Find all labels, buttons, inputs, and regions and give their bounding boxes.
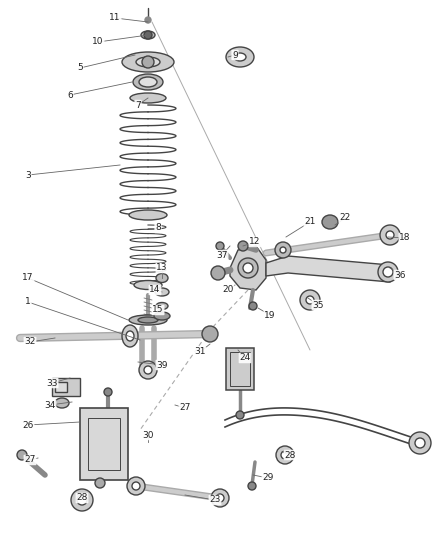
Text: 9: 9: [232, 51, 238, 60]
Ellipse shape: [154, 312, 170, 320]
Circle shape: [17, 450, 27, 460]
Circle shape: [378, 262, 398, 282]
Circle shape: [276, 446, 294, 464]
Ellipse shape: [234, 53, 246, 61]
Text: 24: 24: [240, 353, 251, 362]
Ellipse shape: [130, 93, 166, 103]
Text: 14: 14: [149, 286, 161, 295]
Circle shape: [300, 290, 320, 310]
Polygon shape: [230, 246, 266, 290]
Circle shape: [415, 438, 425, 448]
Ellipse shape: [155, 288, 169, 296]
Circle shape: [216, 494, 224, 502]
Ellipse shape: [156, 303, 168, 310]
Circle shape: [144, 366, 152, 374]
Circle shape: [71, 489, 93, 511]
Circle shape: [249, 302, 257, 310]
Circle shape: [236, 411, 244, 419]
Circle shape: [139, 361, 157, 379]
Text: 30: 30: [142, 431, 154, 440]
Circle shape: [386, 231, 394, 239]
Ellipse shape: [139, 77, 157, 87]
Text: 17: 17: [22, 273, 34, 282]
Text: 27: 27: [179, 403, 191, 413]
Bar: [52, 378, 80, 396]
Text: 13: 13: [156, 263, 168, 272]
Text: 28: 28: [76, 494, 88, 503]
Text: 34: 34: [44, 400, 56, 409]
Bar: [88, 418, 120, 470]
Text: 7: 7: [135, 101, 141, 109]
Circle shape: [132, 482, 140, 490]
Circle shape: [216, 242, 224, 250]
Ellipse shape: [141, 31, 155, 39]
Text: 32: 32: [25, 337, 35, 346]
Ellipse shape: [122, 325, 138, 347]
Circle shape: [211, 489, 229, 507]
Ellipse shape: [138, 317, 158, 323]
Polygon shape: [266, 256, 395, 282]
Bar: [226, 348, 254, 390]
Text: 6: 6: [67, 91, 73, 100]
Ellipse shape: [129, 210, 167, 220]
Text: 10: 10: [92, 37, 104, 46]
Circle shape: [409, 432, 431, 454]
Bar: [80, 408, 128, 480]
Text: 26: 26: [22, 421, 34, 430]
Text: 27: 27: [25, 456, 35, 464]
Circle shape: [380, 225, 400, 245]
Circle shape: [145, 17, 151, 23]
Text: 11: 11: [109, 13, 121, 22]
Text: 19: 19: [264, 311, 276, 319]
Circle shape: [211, 266, 225, 280]
Text: 39: 39: [156, 360, 168, 369]
Text: 12: 12: [249, 238, 261, 246]
Circle shape: [238, 241, 248, 251]
Text: 35: 35: [312, 301, 324, 310]
Text: 22: 22: [339, 214, 351, 222]
Circle shape: [95, 478, 105, 488]
Circle shape: [383, 267, 393, 277]
Text: 36: 36: [394, 271, 406, 279]
Text: 31: 31: [194, 348, 206, 357]
Ellipse shape: [55, 398, 69, 408]
Text: 33: 33: [46, 378, 58, 387]
Text: 3: 3: [25, 171, 31, 180]
Circle shape: [202, 326, 218, 342]
Circle shape: [77, 495, 87, 505]
Text: 1: 1: [25, 297, 31, 306]
Text: 28: 28: [284, 450, 296, 459]
Text: 37: 37: [216, 251, 228, 260]
Ellipse shape: [134, 280, 162, 289]
Text: 8: 8: [155, 223, 161, 232]
Text: 23: 23: [209, 496, 221, 505]
Text: 5: 5: [77, 63, 83, 72]
Text: 29: 29: [262, 473, 274, 482]
Ellipse shape: [156, 273, 168, 282]
Ellipse shape: [133, 74, 163, 90]
Ellipse shape: [126, 331, 134, 341]
Circle shape: [281, 451, 289, 459]
Ellipse shape: [122, 52, 174, 72]
Circle shape: [275, 242, 291, 258]
Text: 21: 21: [304, 217, 316, 227]
Text: 20: 20: [223, 286, 234, 295]
Circle shape: [280, 247, 286, 253]
Circle shape: [127, 477, 145, 495]
Circle shape: [104, 388, 112, 396]
Text: 18: 18: [399, 233, 411, 243]
Bar: [55, 382, 67, 392]
Circle shape: [238, 258, 258, 278]
Text: 15: 15: [152, 305, 164, 314]
Bar: [230, 352, 250, 386]
Circle shape: [144, 31, 152, 39]
Ellipse shape: [129, 315, 167, 325]
Ellipse shape: [226, 47, 254, 67]
Ellipse shape: [322, 215, 338, 229]
Circle shape: [243, 263, 253, 273]
Circle shape: [306, 296, 314, 304]
Ellipse shape: [136, 57, 160, 67]
Circle shape: [248, 482, 256, 490]
Circle shape: [142, 56, 154, 68]
